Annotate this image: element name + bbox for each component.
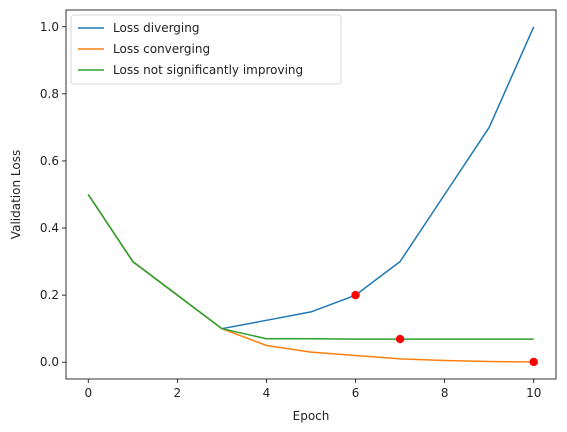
x-tick-label-0: 0 [84, 386, 92, 400]
plot-frame [65, 9, 557, 380]
tick-layer: 0 2 4 6 8 10 0.0 0.2 0.4 0.6 0.8 1.0 [40, 20, 541, 400]
x-tick-label-4: 8 [441, 386, 449, 400]
series-line-2 [87, 194, 534, 340]
y-tick-label-0: 0.0 [40, 355, 59, 369]
y-axis-label: Validation Loss [9, 150, 23, 239]
x-tick-label-3: 6 [352, 386, 360, 400]
y-tick-label-2: 0.4 [40, 221, 59, 235]
x-tick-label-5: 10 [526, 386, 541, 400]
y-tick-label-4: 0.8 [40, 87, 59, 101]
marker-point-2 [529, 357, 538, 367]
legend: Loss diverging Loss converging Loss not … [70, 14, 342, 85]
x-tick-label-1: 2 [174, 386, 182, 400]
y-tick-label-3: 0.6 [40, 154, 59, 168]
x-tick-label-2: 4 [263, 386, 271, 400]
marker-point-0 [351, 290, 360, 300]
x-axis-label: Epoch [293, 409, 330, 423]
legend-label-converging: Loss converging [113, 42, 210, 56]
series-layer [87, 26, 535, 363]
marker-layer [351, 290, 538, 367]
y-tick-label-5: 1.0 [40, 20, 59, 34]
legend-label-diverging: Loss diverging [113, 21, 199, 35]
marker-point-1 [395, 334, 405, 344]
legend-box [70, 14, 342, 85]
legend-label-not-improving: Loss not significantly improving [113, 63, 303, 77]
y-tick-label-1: 0.2 [40, 288, 59, 302]
